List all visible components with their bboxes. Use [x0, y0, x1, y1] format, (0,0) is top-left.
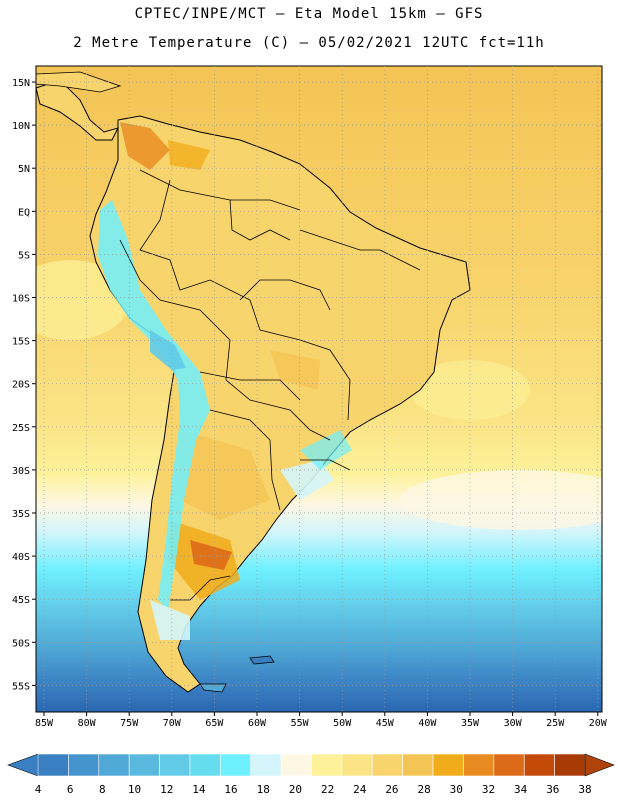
country-borders — [119, 169, 421, 601]
lat-label: 45S — [12, 595, 30, 606]
lat-label: 10S — [12, 294, 30, 305]
colorbar-tick-label: 16 — [224, 783, 238, 796]
lat-label: 35S — [12, 509, 30, 520]
colorbar-segment — [250, 753, 282, 777]
lon-label: 30W — [504, 718, 523, 729]
colorbar-high-arrow — [584, 753, 615, 777]
lon-label: 25W — [546, 718, 565, 729]
colorbar-segment — [341, 753, 373, 777]
colorbar-segment — [311, 753, 343, 777]
colorbar-tick-label: 18 — [256, 783, 270, 796]
map-frame — [35, 65, 603, 713]
colorbar-tick-label: 10 — [127, 783, 142, 796]
colorbar-tick-label: 12 — [160, 783, 174, 796]
lon-label: 40W — [418, 718, 437, 729]
colorbar-segment — [68, 753, 100, 777]
colorbar-tick-label: 26 — [385, 783, 399, 796]
lon-label: 45W — [376, 718, 395, 729]
chart-title: CPTEC/INPE/MCT – Eta Model 15km – GFS — [134, 6, 484, 22]
lat-label: 40S — [12, 552, 30, 563]
colorbar-segment — [523, 753, 555, 777]
lat-label: 25S — [12, 423, 30, 434]
colorbar-tick-label: 22 — [320, 783, 335, 796]
colorbar-segment — [220, 753, 252, 777]
lon-label: 70W — [163, 718, 182, 729]
colorbar-tick-label: 14 — [192, 783, 206, 796]
lat-label: 20S — [12, 380, 30, 391]
lon-label: 85W — [35, 718, 54, 729]
colorbar-tick-label: 36 — [546, 783, 560, 796]
colorbar-tick-label: 28 — [417, 783, 431, 796]
latitude-labels: 15N 10N 5N EQ 5S 10S 15S 20S 25S 30S 35S 40S 45S 50S 5… — [12, 78, 30, 692]
central-america — [36, 79, 119, 141]
lon-label: 60W — [248, 718, 267, 729]
colorbar-segment — [280, 753, 312, 777]
colorbar-tick-label: 8 — [99, 783, 106, 796]
colorbar-segment — [189, 753, 221, 777]
lon-label: 20W — [589, 718, 608, 729]
lon-label: 65W — [205, 718, 224, 729]
colorbar-segment — [371, 753, 403, 777]
lat-label: 15S — [12, 337, 30, 348]
lat-label: 10N — [12, 121, 30, 132]
lat-label: 15N — [12, 78, 30, 89]
graticule — [32, 66, 602, 716]
lat-label: 5N — [18, 164, 30, 175]
colorbar-segment — [432, 753, 464, 777]
andes-cold-band — [98, 200, 210, 610]
colorbar-segment — [554, 753, 586, 777]
colorbar-tick-label: 32 — [481, 783, 496, 796]
lat-label: 55S — [12, 681, 30, 692]
colorbar-segment — [37, 753, 69, 777]
lat-label: 5S — [18, 250, 30, 261]
colorbar-low-arrow — [7, 753, 39, 777]
chart-subtitle: 2 Metre Temperature (C) – 05/02/2021 12U… — [73, 35, 545, 51]
lat-label: 30S — [12, 466, 30, 477]
colorbar-segment — [159, 753, 191, 777]
colorbar-segment — [493, 753, 525, 777]
longitude-labels: 85W 80W 75W 70W 65W 60W 55W 50W 45W 40W 35W 30W 25W 2… — [35, 718, 608, 729]
lon-label: 55W — [291, 718, 310, 729]
colorbar-segment — [128, 753, 160, 777]
map-area — [36, 66, 602, 712]
colorbar-tick-label: 20 — [288, 783, 303, 796]
colorbar-segment — [402, 753, 434, 777]
colorbar-tick-label: 6 — [66, 783, 74, 796]
colorbar — [7, 753, 615, 777]
colorbar-segment — [98, 753, 130, 777]
lon-label: 35W — [461, 718, 480, 729]
colorbar-tick-label: 34 — [514, 783, 528, 796]
colorbar-tick-label: 38 — [578, 783, 592, 796]
colorbar-tick-label: 30 — [449, 783, 463, 796]
lon-label: 75W — [120, 718, 139, 729]
colorbar-tick-label: 4 — [34, 783, 42, 796]
colorbar-tick-label: 24 — [353, 783, 367, 796]
lat-label: EQ — [18, 207, 30, 218]
lon-label: 50W — [333, 718, 352, 729]
lon-label: 80W — [78, 718, 97, 729]
colorbar-segment — [463, 753, 495, 777]
lat-label: 50S — [12, 638, 30, 649]
